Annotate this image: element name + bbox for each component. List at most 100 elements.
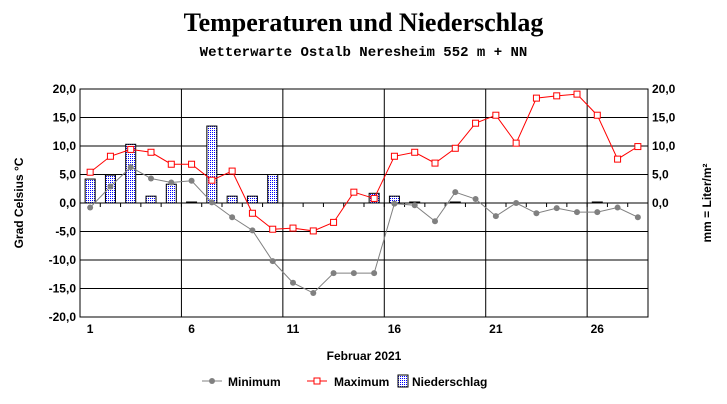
point-minimum-day-18 — [432, 218, 438, 225]
point-minimum-day-7 — [208, 199, 215, 206]
y2-axis-label: mm = Liter/m² — [700, 163, 714, 242]
point-maximum-day-8 — [228, 167, 236, 175]
point-maximum-day-25 — [573, 90, 581, 98]
point-minimum-day-19 — [452, 189, 459, 196]
point-minimum-day-23 — [533, 210, 540, 217]
y-tick-label: -5,0 — [55, 225, 76, 239]
point-maximum-day-1 — [86, 168, 94, 176]
point-maximum-day-12 — [309, 227, 317, 235]
x-tick-label: 16 — [388, 322, 402, 336]
point-maximum-day-3 — [127, 145, 135, 153]
point-maximum-day-2 — [106, 152, 114, 160]
legend-maximum: Maximum — [334, 375, 389, 389]
point-maximum-day-10 — [269, 225, 277, 233]
point-minimum-day-17 — [411, 202, 418, 209]
point-minimum-day-2 — [107, 183, 114, 190]
point-maximum-day-27 — [614, 155, 622, 163]
point-minimum-day-16 — [391, 200, 398, 207]
y-tick-label: 15,0 — [53, 111, 77, 125]
point-maximum-day-26 — [593, 111, 601, 119]
point-minimum-day-9 — [249, 227, 256, 234]
line-maximum — [89, 93, 639, 232]
x-tick-label: 21 — [489, 322, 503, 336]
point-maximum-day-7 — [208, 176, 216, 184]
point-minimum-day-25 — [574, 209, 580, 216]
y2-tick-label: 0,0 — [652, 196, 669, 210]
legend-niederschlag-marker — [397, 374, 409, 388]
point-maximum-day-14 — [350, 188, 358, 196]
line-minimum — [89, 166, 639, 294]
point-minimum-day-21 — [492, 213, 499, 220]
y-tick-label: -10,0 — [49, 253, 77, 267]
y-tick-label: -15,0 — [49, 282, 77, 296]
legend-niederschlag: Niederschlag — [412, 375, 487, 389]
chart-subtitle: Wetterwarte Ostalb Neresheim 552 m + NN — [199, 45, 528, 61]
point-minimum-day-3 — [127, 164, 134, 171]
point-minimum-day-6 — [188, 177, 195, 184]
y-axis-label: Grad Celsius °C — [12, 157, 26, 248]
point-minimum-day-10 — [269, 258, 276, 265]
point-maximum-day-21 — [492, 111, 500, 119]
point-minimum-day-5 — [168, 179, 175, 186]
legend-minimum: Minimum — [228, 375, 281, 389]
y-tick-label: -20,0 — [49, 310, 77, 324]
point-minimum-day-4 — [148, 175, 154, 182]
chart-title: Temperaturen und Niederschlag — [183, 8, 544, 37]
point-minimum-day-13 — [330, 270, 337, 277]
y-tick-label: 10,0 — [53, 139, 77, 153]
bar-niederschlag-day-5 — [165, 183, 177, 204]
point-maximum-day-16 — [390, 152, 398, 160]
point-minimum-day-12 — [310, 290, 317, 297]
point-maximum-day-9 — [248, 209, 256, 217]
point-minimum-day-28 — [634, 214, 641, 221]
bar-niederschlag-day-1 — [84, 178, 96, 204]
legend: Minimum Maximum Niederschlag — [202, 374, 487, 389]
legend-maximum-marker — [313, 377, 321, 385]
point-minimum-day-27 — [614, 204, 621, 211]
bar-niederschlag-day-7 — [206, 125, 218, 204]
point-minimum-day-11 — [290, 279, 296, 286]
y2-tick-label: 5,0 — [652, 168, 669, 182]
point-maximum-day-18 — [431, 159, 439, 167]
point-minimum-day-14 — [350, 270, 357, 277]
point-minimum-day-26 — [594, 209, 601, 216]
y-tick-label: 5,0 — [59, 168, 76, 182]
x-tick-label: 1 — [87, 322, 94, 336]
bar-niederschlag-day-26 — [591, 201, 603, 204]
point-minimum-day-15 — [371, 270, 378, 277]
x-tick-label: 6 — [188, 322, 195, 336]
point-minimum-day-22 — [513, 200, 520, 206]
y2-tick-label: 20,0 — [652, 82, 676, 96]
y2-tick-label: 15,0 — [652, 111, 676, 125]
bar-niederschlag-day-8 — [226, 195, 238, 204]
point-maximum-day-6 — [188, 160, 196, 168]
point-minimum-day-8 — [229, 214, 236, 221]
bar-niederschlag-day-6 — [186, 201, 198, 204]
point-minimum-day-20 — [472, 196, 479, 203]
point-maximum-day-23 — [532, 94, 540, 102]
x-axis-label: Februar 2021 — [327, 349, 402, 363]
legend-minimum-marker — [209, 378, 215, 384]
point-maximum-day-24 — [553, 92, 561, 100]
point-minimum-day-24 — [553, 205, 560, 212]
y-tick-label: 20,0 — [53, 82, 77, 96]
bar-niederschlag-day-10 — [267, 174, 279, 204]
x-tick-label: 26 — [591, 322, 605, 336]
point-maximum-day-15 — [370, 194, 378, 202]
y2-tick-label: 10,0 — [652, 139, 676, 153]
point-maximum-day-17 — [411, 148, 419, 156]
bar-niederschlag-day-19 — [449, 201, 461, 204]
point-maximum-day-20 — [472, 119, 480, 127]
y-tick-label: 0,0 — [59, 196, 76, 210]
point-maximum-day-5 — [167, 160, 175, 168]
point-maximum-day-4 — [147, 148, 155, 156]
point-maximum-day-22 — [512, 139, 520, 147]
bar-niederschlag-day-9 — [246, 195, 258, 204]
bar-niederschlag-day-4 — [145, 195, 157, 204]
point-maximum-day-28 — [634, 143, 642, 151]
point-maximum-day-13 — [330, 218, 338, 226]
plot-frame — [79, 88, 649, 318]
x-tick-label: 11 — [287, 322, 300, 336]
point-maximum-day-11 — [289, 224, 297, 232]
